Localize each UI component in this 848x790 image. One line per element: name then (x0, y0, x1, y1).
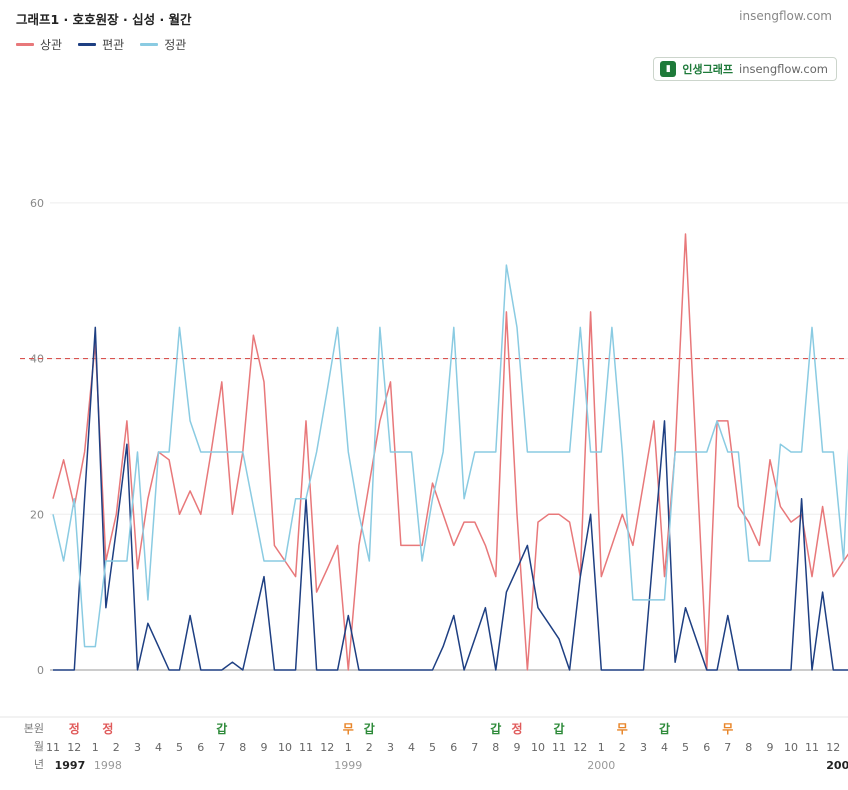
legend-label-jeonggwan: 정관 (164, 38, 187, 52)
month-tick-23: 10 (531, 741, 545, 754)
month-tick-26: 1 (598, 741, 605, 754)
month-tick-37: 12 (826, 741, 840, 754)
marker-5: 갑 (490, 722, 501, 736)
row-label-year: 년 (34, 758, 44, 771)
brand-name: 인생그래프 (682, 63, 733, 76)
series-line-2 (52, 264, 848, 648)
month-tick-27: 2 (619, 741, 626, 754)
series-lines (52, 233, 848, 671)
chart-logo-icon: ▮ (660, 61, 677, 77)
month-tick-13: 12 (320, 741, 334, 754)
marker-9: 갑 (659, 722, 670, 736)
grid-lines (50, 202, 848, 515)
year-tick-0: 1997 (55, 759, 86, 772)
month-tick-15: 2 (366, 741, 373, 754)
month-tick-33: 8 (745, 741, 752, 754)
legend-swatch-jeonggwan (140, 43, 159, 46)
month-tick-11: 10 (278, 741, 292, 754)
month-tick-21: 8 (492, 741, 499, 754)
month-tick-19: 6 (450, 741, 457, 754)
month-tick-35: 10 (784, 741, 798, 754)
marker-3: 무 (343, 722, 354, 736)
month-tick-9: 8 (239, 741, 246, 754)
month-tick-28: 3 (640, 741, 647, 754)
month-tick-36: 11 (805, 741, 819, 754)
row-label-month: 월 (34, 740, 44, 753)
legend-label-sanggwan: 상관 (40, 38, 63, 52)
month-tick-2: 1 (92, 741, 99, 754)
legend-item-sanggwan[interactable]: 상관 (16, 36, 62, 53)
year-tick-2: 1999 (334, 759, 362, 772)
marker-2: 갑 (216, 722, 227, 736)
year-tick-1: 1998 (94, 759, 122, 772)
month-tick-30: 5 (682, 741, 689, 754)
month-tick-4: 3 (134, 741, 141, 754)
month-tick-0: 11 (46, 741, 60, 754)
y-tick-label-3: 60 (30, 197, 44, 210)
month-tick-7: 6 (197, 741, 204, 754)
month-tick-1: 12 (67, 741, 81, 754)
legend: 상관 편관 정관 (16, 36, 186, 53)
month-tick-6: 5 (176, 741, 183, 754)
month-tick-18: 5 (429, 741, 436, 754)
marker-1: 정 (102, 721, 113, 736)
marker-6: 정 (511, 721, 522, 736)
legend-label-pyeongwan: 편관 (102, 38, 125, 52)
month-tick-10: 9 (261, 741, 268, 754)
y-tick-label-1: 20 (30, 508, 44, 521)
legend-swatch-sanggwan (16, 43, 34, 46)
marker-10: 무 (722, 722, 733, 736)
year-tick-4: 2000 (826, 759, 848, 772)
month-tick-3: 2 (113, 741, 120, 754)
y-tick-label-2: 40 (30, 353, 44, 366)
brand-url: insengflow.com (739, 62, 828, 76)
year-tick-3: 2000 (587, 759, 615, 772)
month-tick-17: 4 (408, 741, 415, 754)
month-tick-8: 7 (218, 741, 225, 754)
legend-item-pyeongwan[interactable]: 편관 (78, 36, 124, 53)
month-tick-29: 4 (661, 741, 668, 754)
month-tick-25: 12 (573, 741, 587, 754)
site-url[interactable]: insengflow.com (739, 9, 832, 23)
marker-7: 갑 (553, 722, 564, 736)
marker-8: 무 (617, 722, 628, 736)
month-tick-16: 3 (387, 741, 394, 754)
chart-title: 그래프1 · 호호원장 · 십성 · 월간 (16, 12, 192, 27)
month-tick-20: 7 (471, 741, 478, 754)
legend-swatch-pyeongwan (78, 43, 97, 46)
x-axis-rows: 본원월년정정갑무갑갑정갑무갑무무정무무111212345678910111212… (0, 716, 848, 772)
series-line-0 (52, 233, 848, 671)
marker-4: 갑 (364, 722, 375, 736)
month-tick-34: 9 (767, 741, 774, 754)
legend-item-jeonggwan[interactable]: 정관 (140, 36, 186, 53)
series-line-1 (53, 326, 848, 671)
month-tick-32: 7 (724, 741, 731, 754)
month-tick-22: 9 (514, 741, 521, 754)
month-tick-24: 11 (552, 741, 566, 754)
month-tick-31: 6 (703, 741, 710, 754)
y-tick-label-0: 0 (37, 664, 44, 677)
brand-badge[interactable]: ▮ 인생그래프 insengflow.com (653, 57, 837, 81)
marker-0: 정 (69, 721, 80, 736)
month-tick-5: 4 (155, 741, 162, 754)
month-tick-12: 11 (299, 741, 313, 754)
row-label-marker: 본원 (24, 722, 44, 735)
month-tick-14: 1 (345, 741, 352, 754)
y-axis: 0 20 40 60 (30, 197, 44, 677)
